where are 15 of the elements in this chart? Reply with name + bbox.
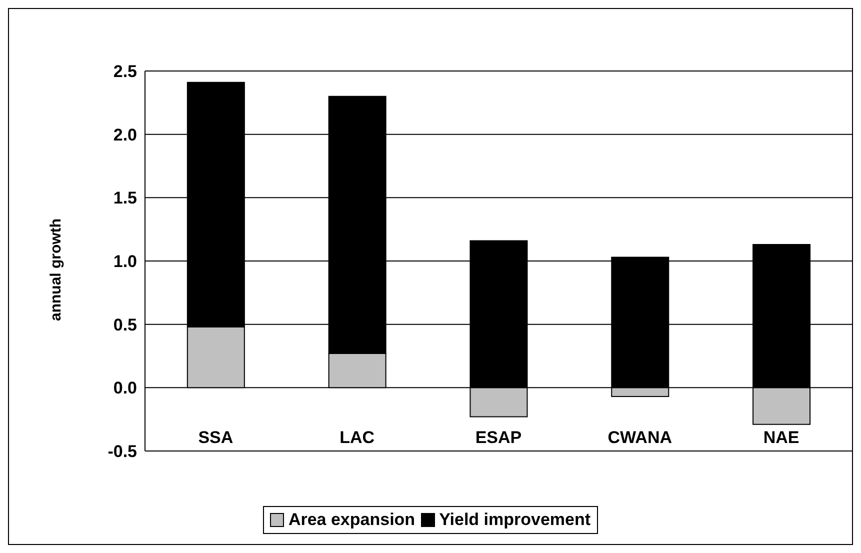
legend-label: Yield improvement (438, 510, 591, 530)
x-tick-label: SSA (198, 428, 234, 447)
y-tick-label: 1.0 (113, 252, 137, 272)
y-tick-label: -0.5 (108, 442, 137, 462)
y-tick-label: 2.5 (113, 62, 137, 82)
x-tick-label: CWANA (608, 428, 672, 447)
x-tick-label: LAC (340, 428, 375, 447)
y-axis-title: annual growth (47, 218, 64, 321)
y-tick-label: 0.5 (113, 315, 137, 334)
y-tick-label: 1.5 (113, 188, 137, 208)
y-tick-label: 0.0 (113, 378, 137, 398)
y-tick-label: 2.0 (113, 125, 137, 144)
x-tick-label: NAE (763, 428, 800, 447)
x-tick-label: ESAP (475, 428, 522, 447)
legend-label: Area expansion (287, 510, 416, 530)
